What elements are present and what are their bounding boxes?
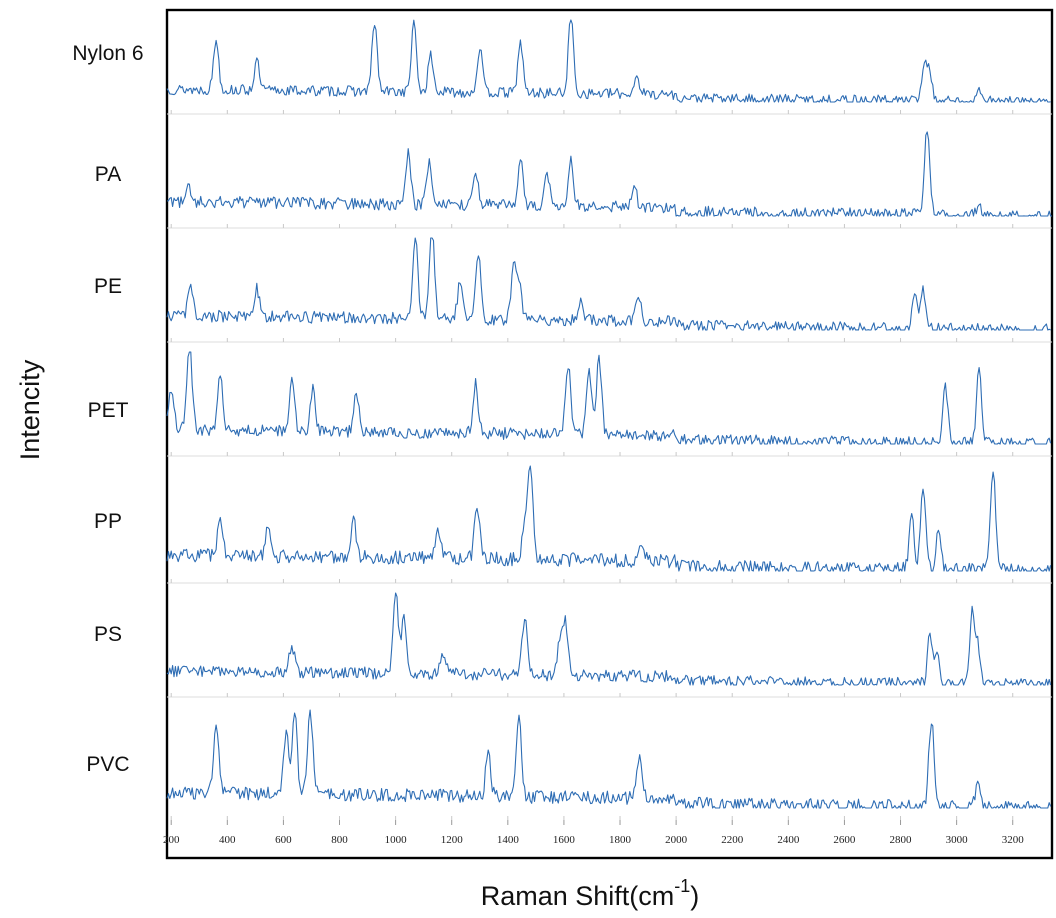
spectrum-panel: PA xyxy=(95,131,1052,229)
x-tick-label: 3000 xyxy=(946,834,969,846)
spectrum-panel: PET xyxy=(88,351,1052,457)
x-tick-label: 1800 xyxy=(609,834,632,846)
x-tick-label: 2400 xyxy=(777,834,800,846)
series-label: PVC xyxy=(86,753,129,776)
series-label: Nylon 6 xyxy=(72,42,143,65)
x-axis: 200 400 600 800 1000 1200 1400 1600 1800 2000 2200… xyxy=(163,820,1024,846)
spectrum-line xyxy=(166,237,1051,331)
series-label: PS xyxy=(94,623,122,646)
series-label: PA xyxy=(95,163,121,186)
spectrum-panel: PS xyxy=(94,592,1052,698)
x-tick-label: 3200 xyxy=(1002,834,1025,846)
spectrum-line xyxy=(166,131,1052,217)
x-tick-label: 800 xyxy=(331,834,348,846)
x-tick-label: 1200 xyxy=(441,834,464,846)
x-tick-label: 1600 xyxy=(553,834,576,846)
x-tick-label: 1000 xyxy=(385,834,408,846)
x-tick-label: 2800 xyxy=(890,834,913,846)
x-tick-label: 1400 xyxy=(497,834,520,846)
y-axis-title: Intencity xyxy=(15,359,45,460)
x-axis-title-close: ) xyxy=(690,881,699,911)
spectrum-panel: PP xyxy=(94,465,1052,584)
x-tick-label: 600 xyxy=(275,834,292,846)
x-tick-label: 2200 xyxy=(721,834,744,846)
spectrum-panel: PVC xyxy=(86,709,1052,820)
series-label: PET xyxy=(88,399,129,422)
x-tick-label: 2600 xyxy=(833,834,856,846)
spectrum-panel: Nylon 6 xyxy=(72,19,1052,115)
x-axis-title: Raman Shift(cm-1) xyxy=(481,876,700,911)
x-tick-label: 200 xyxy=(163,834,180,846)
x-tick-label: 400 xyxy=(219,834,236,846)
spectrum-line xyxy=(166,19,1051,103)
x-tick-label: 2000 xyxy=(665,834,688,846)
spectrum-line xyxy=(166,592,1052,686)
series-label: PP xyxy=(94,510,122,533)
series-label: PE xyxy=(94,275,122,298)
x-axis-title-superscript: -1 xyxy=(674,876,690,896)
panel-layer: Nylon 6 PA PE PET PP PS PVC xyxy=(72,19,1052,820)
spectrum-panel: PE xyxy=(94,237,1052,343)
spectrum-line xyxy=(166,465,1052,572)
spectrum-line xyxy=(166,709,1052,809)
x-axis-title-main: Raman Shift(cm xyxy=(481,881,675,911)
spectrum-line xyxy=(166,351,1052,445)
